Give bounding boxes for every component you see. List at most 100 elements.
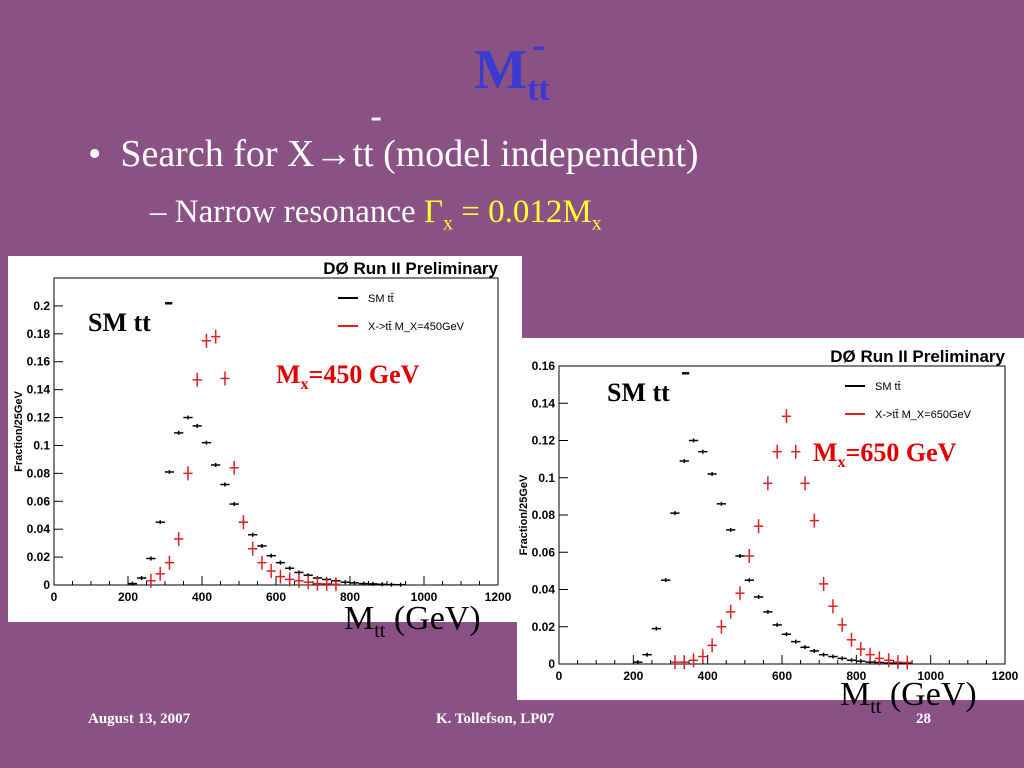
mx-label-650-x: x [837,454,846,472]
subbullet-text: Narrow resonance [174,194,424,230]
y-tick-label: 0.1 [33,438,50,452]
x-data-point [248,541,258,556]
x-data-point [735,586,745,601]
sm-data-point [670,511,680,516]
sm-data-point [809,648,819,653]
y-tick-label: 0 [43,578,50,592]
x-data-point [707,638,717,653]
sm-data-point [155,520,165,525]
y-tick-label: 0.04 [27,522,51,536]
sm-data-point [753,594,764,599]
x-data-point [791,444,801,459]
x-data-point [884,653,894,668]
y-tick-label: 0.16 [532,359,556,373]
mx-label-450-val: =450 GeV [308,360,420,389]
bullet-marker: • [88,133,121,175]
x-data-point [688,653,699,668]
gamma-symbol: Γ [423,194,444,230]
footer-page-number: 28 [916,711,931,727]
sm-data-point [248,532,258,537]
sm-tt-label-2-text: SM tt [607,378,670,407]
sm-data-point [192,423,202,428]
x-data-point [781,409,792,424]
x-data-point [856,642,866,657]
xcaption-2-unit: (GeV) [881,676,977,713]
x-data-point [902,655,912,670]
chart-title: DØ Run II Preliminary [323,259,498,278]
sm-data-point [651,626,662,631]
x-data-point [763,476,773,491]
sm-data-point [679,458,689,463]
x-data-point [772,444,782,459]
mx-label-650-m: M [813,438,838,467]
sm-data-point [174,430,184,435]
sm-data-point [818,652,829,657]
sm-data-point [726,527,736,532]
sm-tt-label-2-bar: - [681,356,691,387]
legend-entry: SM tt̄ [368,293,394,305]
y-tick-label: 0 [548,657,555,671]
x-data-point [174,531,184,546]
sm-data-point [707,472,717,477]
x-data-point [155,566,165,581]
x-data-point [294,573,304,588]
x-tick-label: 800 [846,669,866,683]
xcaption-1-unit: (GeV) [385,600,481,637]
x-data-point [679,655,689,670]
x-data-point [312,576,323,591]
title-subscript: tt - [527,22,550,109]
y-tick-label: 0.06 [532,545,556,559]
mx-subscript: x [591,212,602,235]
y-tick-label: 0.08 [532,508,556,522]
x-data-point [800,476,810,491]
x-data-point [670,655,680,670]
chart-title: DØ Run II Preliminary [830,347,1005,366]
sm-data-point [791,639,801,644]
x-data-point [220,371,230,386]
sm-data-point [275,560,286,565]
sm-data-point [846,658,857,663]
x-data-point [865,647,875,662]
sm-data-point [661,578,671,583]
x-data-point [201,333,212,348]
x-tick-label: 400 [698,669,718,683]
sm-tt-label-1: SM tt - [88,286,173,338]
x-tick-label: 1200 [992,669,1019,683]
x-tick-label: 0 [51,590,58,604]
x-data-point [164,555,175,570]
x-tick-label: 200 [118,590,138,604]
x-data-point [211,329,221,344]
sm-data-point [642,652,652,657]
sm-tt-label-1-bar: - [164,286,174,317]
y-tick-label: 0.02 [532,620,556,634]
x-data-point [266,564,276,579]
chart-650: DØ Run II Preliminary Fraction/25GeV 0 200 4… [518,347,1019,683]
y-tick-label: 0.14 [27,383,51,397]
x-tick-label: 1000 [917,669,944,683]
footer-date: August 13, 2007 [88,711,191,727]
sm-data-point [698,449,708,454]
sm-data-point [340,580,350,585]
sm-data-point [781,632,792,637]
mx-label-450-m: M [276,360,301,389]
x-data-point [837,617,847,632]
sm-data-point [294,570,304,575]
x-data-point [146,573,156,588]
sm-data-point [800,645,810,650]
sm-data-point [285,566,295,571]
sm-data-point [368,581,378,586]
xcaption-1: Mtt (GeV) [344,600,481,643]
x-data-point [818,576,829,591]
x-data-point [322,576,332,591]
mx-label-650-val: =650 GeV [845,438,957,467]
bullet-tt-bar: - [370,98,382,135]
y-tick-label: 0.14 [532,396,556,410]
x-data-point [809,513,819,528]
x-data-point [716,619,727,634]
xcaption-1-m: M [344,600,375,637]
slide-title: Mtt - [0,22,1024,109]
sm-data-point [396,582,406,587]
x-data-point [275,569,286,584]
sm-data-point [763,609,773,614]
sm-data-point [220,482,230,487]
